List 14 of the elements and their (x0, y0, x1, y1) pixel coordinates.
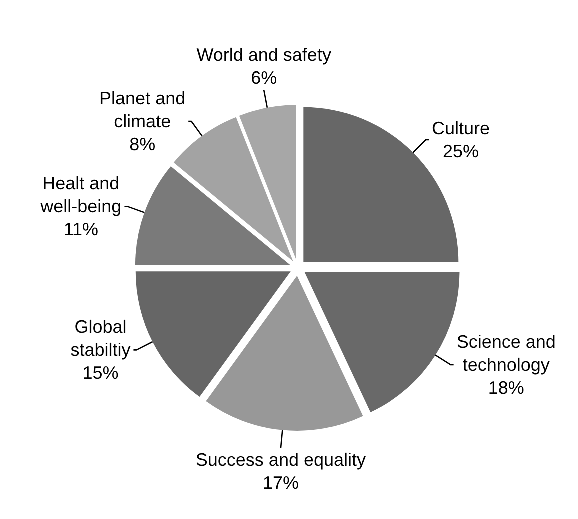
slice-label: Culture (432, 118, 490, 139)
slice-label: Healt and well-being (40, 174, 122, 217)
slice-label: World and safety (196, 45, 332, 66)
data-label: 6% (251, 68, 278, 88)
data-label: 15% (82, 363, 119, 384)
data-label: 25% (442, 142, 480, 162)
data-label: 11% (64, 220, 99, 240)
slice-label: Planet and climate (100, 88, 186, 132)
slice-label: Science and technology (456, 332, 556, 375)
data-label: 8% (130, 134, 156, 155)
data-label: 17% (262, 473, 299, 494)
slice-label: Success and equality (196, 450, 366, 470)
data-label: 18% (488, 378, 524, 398)
slice-label: Global stabiltiy (70, 317, 131, 360)
